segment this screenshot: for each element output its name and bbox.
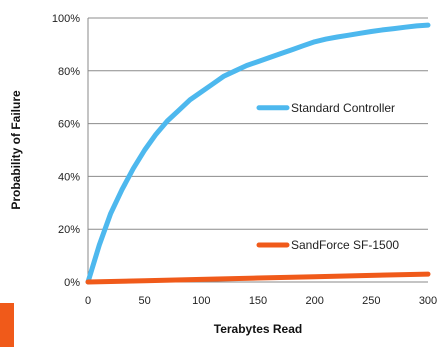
y-tick-label: 100% — [52, 13, 80, 25]
y-tick-label: 20% — [58, 224, 80, 236]
x-tick-label: 300 — [419, 295, 437, 307]
y-tick-labels: 0% 20% 40% 60% 80% 100% — [52, 13, 80, 289]
x-tick-label: 250 — [362, 295, 380, 307]
series-lines — [85, 22, 431, 285]
y-tick-label: 0% — [64, 277, 80, 289]
series-line — [85, 22, 431, 285]
x-tick-label: 150 — [249, 295, 267, 307]
x-tick-label: 0 — [85, 295, 91, 307]
y-tick-label: 80% — [58, 66, 80, 78]
x-axis-title: Terabytes Read — [214, 322, 302, 336]
series-line — [85, 271, 431, 285]
x-tick-label: 200 — [305, 295, 323, 307]
x-tick-labels: 0 50 100 150 200 250 300 — [85, 295, 437, 307]
legend-label: SandForce SF-1500 — [291, 238, 399, 252]
x-tick-label: 100 — [192, 295, 210, 307]
y-axis-title: Probability of Failure — [9, 90, 23, 210]
y-tick-label: 40% — [58, 171, 80, 183]
y-tick-label: 60% — [58, 119, 80, 131]
orange-corner-marker — [0, 303, 14, 347]
legend-labels: Standard Controller SandForce SF-1500 — [256, 101, 399, 252]
x-tick-label: 50 — [139, 295, 151, 307]
legend-label: Standard Controller — [291, 101, 395, 115]
gridlines — [88, 17, 428, 230]
